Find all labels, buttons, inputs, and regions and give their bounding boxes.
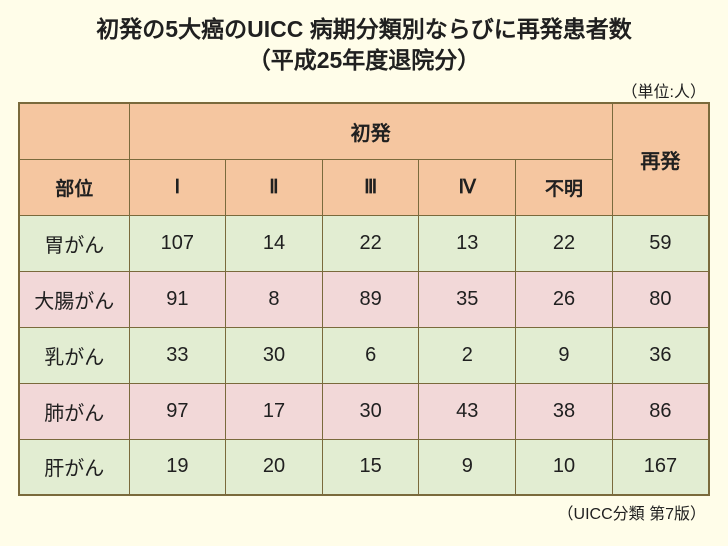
title-line-1: 初発の5大癌のUICC 病期分類別ならびに再発患者数 [96,16,631,42]
unit-label: （単位:人） [0,78,728,102]
cell-recurrence: 59 [612,215,709,271]
header-stage-2: Ⅱ [226,159,323,215]
title-line-2: （平成25年度退院分） [248,47,481,73]
table-container: 初発 再発 部位 Ⅰ Ⅱ Ⅲ Ⅳ 不明 胃がん 107 14 22 13 22 … [0,102,728,496]
cell-value: 19 [129,439,226,495]
header-stage-3: Ⅲ [322,159,419,215]
cell-site: 胃がん [19,215,129,271]
cell-value: 89 [322,271,419,327]
cell-value: 26 [516,271,613,327]
header-recurrence: 再発 [612,103,709,215]
cell-site: 肝がん [19,439,129,495]
cell-value: 43 [419,383,516,439]
cell-value: 8 [226,271,323,327]
cell-site: 大腸がん [19,271,129,327]
table-row: 肝がん 19 20 15 9 10 167 [19,439,709,495]
cell-recurrence: 167 [612,439,709,495]
header-stage-4: Ⅳ [419,159,516,215]
cell-value: 15 [322,439,419,495]
cell-value: 107 [129,215,226,271]
cell-value: 35 [419,271,516,327]
cell-value: 91 [129,271,226,327]
cell-recurrence: 86 [612,383,709,439]
page-title: 初発の5大癌のUICC 病期分類別ならびに再発患者数 （平成25年度退院分） [0,0,728,76]
header-initial-group: 初発 [129,103,612,159]
cancer-stage-table: 初発 再発 部位 Ⅰ Ⅱ Ⅲ Ⅳ 不明 胃がん 107 14 22 13 22 … [18,102,710,496]
cell-value: 30 [322,383,419,439]
table-row: 乳がん 33 30 6 2 9 36 [19,327,709,383]
cell-value: 20 [226,439,323,495]
cell-value: 22 [516,215,613,271]
cell-recurrence: 80 [612,271,709,327]
cell-site: 乳がん [19,327,129,383]
cell-value: 9 [419,439,516,495]
cell-value: 13 [419,215,516,271]
cell-recurrence: 36 [612,327,709,383]
header-blank [19,103,129,159]
cell-site: 肺がん [19,383,129,439]
header-stage-1: Ⅰ [129,159,226,215]
cell-value: 2 [419,327,516,383]
table-row: 胃がん 107 14 22 13 22 59 [19,215,709,271]
cell-value: 30 [226,327,323,383]
cell-value: 6 [322,327,419,383]
table-row: 肺がん 97 17 30 43 38 86 [19,383,709,439]
cell-value: 38 [516,383,613,439]
cell-value: 97 [129,383,226,439]
header-stage-unknown: 不明 [516,159,613,215]
cell-value: 10 [516,439,613,495]
cell-value: 17 [226,383,323,439]
cell-value: 9 [516,327,613,383]
cell-value: 22 [322,215,419,271]
footnote: （UICC分類 第7版） [0,500,728,524]
header-site: 部位 [19,159,129,215]
cell-value: 14 [226,215,323,271]
cell-value: 33 [129,327,226,383]
table-row: 大腸がん 91 8 89 35 26 80 [19,271,709,327]
